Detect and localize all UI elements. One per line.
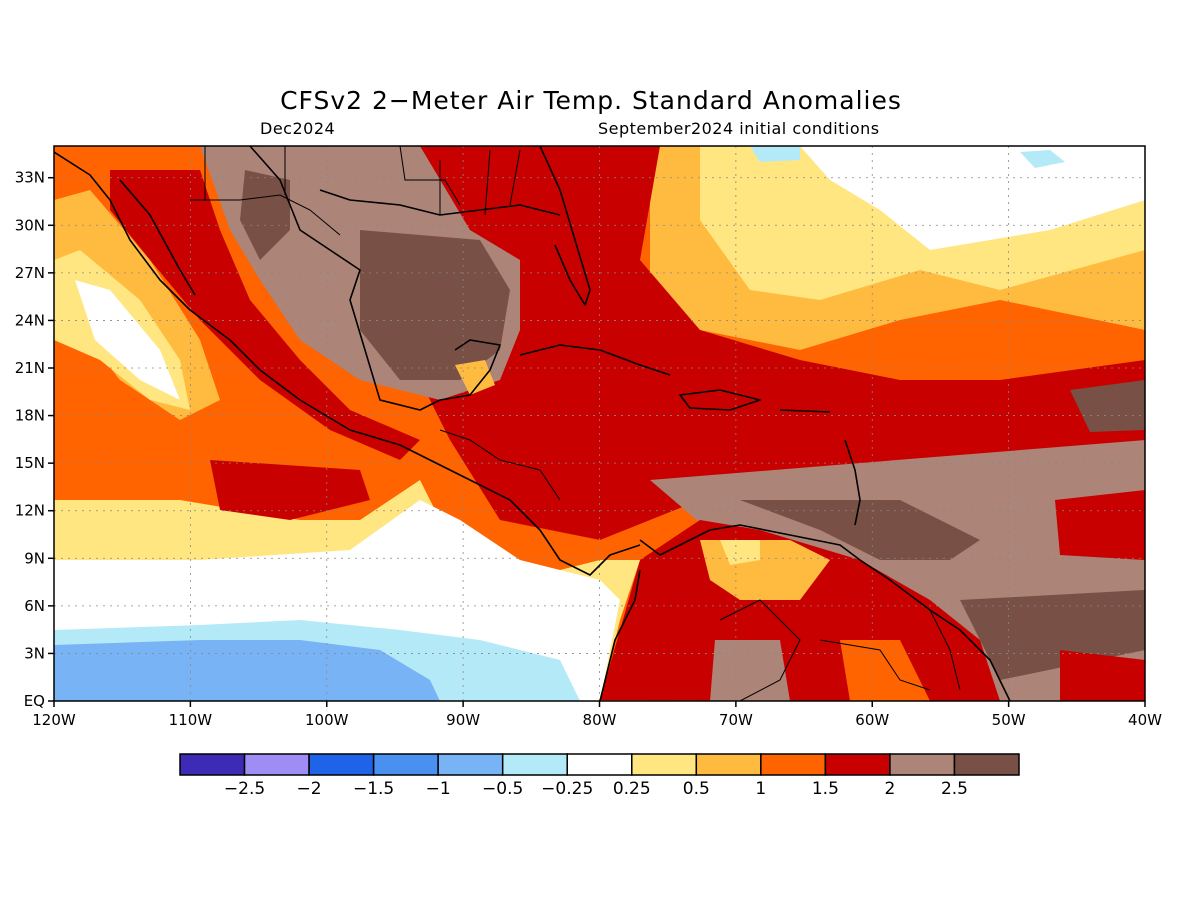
colorbar-label: −0.5 bbox=[482, 779, 523, 799]
latitude-tick-label: 15N bbox=[15, 454, 45, 472]
colorbar-swatch bbox=[631, 753, 698, 776]
colorbar-label: 0.25 bbox=[613, 779, 651, 799]
latitude-tick-label: 30N bbox=[15, 216, 45, 234]
longitude-tick-label: 60W bbox=[855, 711, 889, 729]
map-title: CFSv2 2−Meter Air Temp. Standard Anomali… bbox=[280, 86, 902, 115]
colorbar-swatch bbox=[824, 753, 891, 776]
colorbar: −2.5 −2 −1.5 −1 −0.5 −0.25 0.25 0.5 1 1.5 2 2.5 bbox=[179, 753, 1020, 799]
latitude-tick-label: 18N bbox=[15, 407, 45, 425]
latitude-tick-label: 27N bbox=[15, 264, 45, 282]
longitude-axis: 120W 110W 100W 90W 80W 70W 60W 50W 40W bbox=[32, 701, 1162, 729]
colorbar-swatch bbox=[566, 753, 633, 776]
colorbar-swatch bbox=[760, 753, 827, 776]
colorbar-label: 1.5 bbox=[812, 779, 839, 799]
latitude-tick-label: 33N bbox=[15, 169, 45, 187]
anomaly-shading bbox=[54, 146, 1145, 701]
longitude-tick-label: 80W bbox=[583, 711, 617, 729]
longitude-tick-label: 120W bbox=[32, 711, 76, 729]
longitude-tick-label: 110W bbox=[169, 711, 213, 729]
latitude-tick-label: 24N bbox=[15, 311, 45, 329]
latitude-tick-label: EQ bbox=[24, 692, 45, 710]
colorbar-swatch bbox=[501, 753, 568, 776]
colorbar-label: 1 bbox=[755, 779, 766, 799]
valid-month-label: Dec2024 bbox=[260, 119, 336, 138]
graticule bbox=[54, 146, 1145, 701]
colorbar-swatch bbox=[179, 753, 246, 776]
colorbar-swatch bbox=[308, 753, 375, 776]
latitude-tick-label: 6N bbox=[24, 597, 45, 615]
colorbar-label: 2.5 bbox=[941, 779, 968, 799]
latitude-tick-label: 21N bbox=[15, 359, 45, 377]
political-borders bbox=[190, 146, 961, 701]
longitude-tick-label: 90W bbox=[446, 711, 480, 729]
colorbar-swatch bbox=[243, 753, 310, 776]
longitude-tick-label: 70W bbox=[719, 711, 753, 729]
colorbar-swatch bbox=[889, 753, 956, 776]
colorbar-label: −2.5 bbox=[224, 779, 265, 799]
colorbar-swatch bbox=[437, 753, 504, 776]
colorbar-label: 2 bbox=[885, 779, 896, 799]
colorbar-swatch bbox=[695, 753, 762, 776]
latitude-tick-label: 9N bbox=[24, 549, 45, 567]
longitude-tick-label: 50W bbox=[992, 711, 1026, 729]
colorbar-label: −1 bbox=[426, 779, 451, 799]
colorbar-swatch bbox=[953, 753, 1020, 776]
latitude-tick-label: 3N bbox=[24, 644, 45, 662]
latitude-axis: EQ 3N 6N 9N 12N 15N 18N 21N 24N 27N 30N 33N bbox=[15, 169, 54, 710]
colorbar-label: −0.25 bbox=[541, 779, 593, 799]
latitude-tick-label: 12N bbox=[15, 502, 45, 520]
colorbar-label: −2 bbox=[297, 779, 322, 799]
colorbar-label: −1.5 bbox=[353, 779, 394, 799]
longitude-tick-label: 100W bbox=[305, 711, 349, 729]
longitude-tick-label: 40W bbox=[1128, 711, 1162, 729]
initial-conditions-label: September2024 initial conditions bbox=[598, 119, 880, 138]
colorbar-swatch bbox=[372, 753, 439, 776]
colorbar-label: 0.5 bbox=[683, 779, 710, 799]
